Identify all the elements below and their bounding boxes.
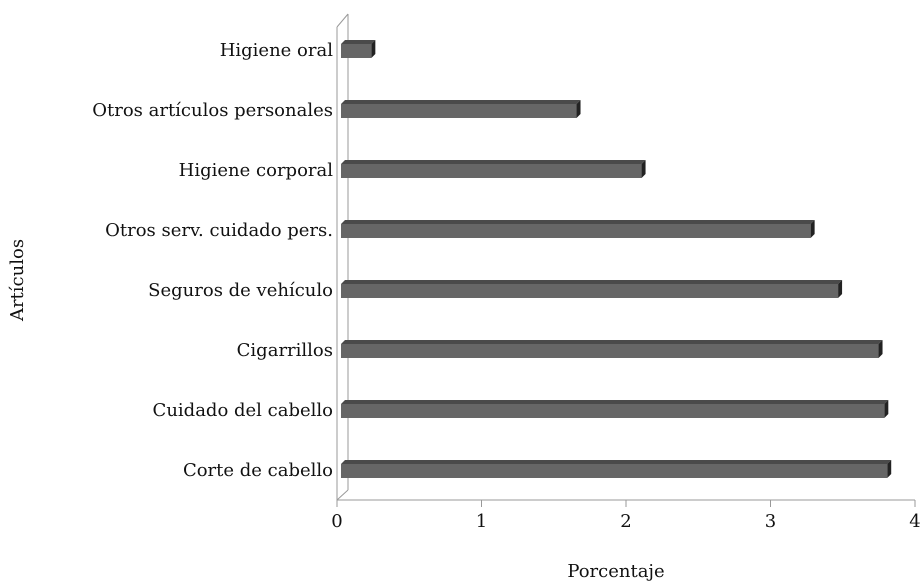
bar [341, 284, 839, 298]
x-tick-label: 0 [331, 511, 342, 532]
bar-side [576, 100, 581, 118]
bar-top [341, 160, 646, 164]
plot-wall [336, 13, 349, 501]
bar-top [341, 100, 581, 104]
bar-top [341, 220, 815, 224]
bar-side [641, 160, 646, 178]
x-tick-label: 4 [909, 511, 920, 532]
bar-top [341, 40, 376, 44]
x-tick-label: 1 [476, 511, 487, 532]
bar [341, 464, 888, 478]
bar [341, 344, 879, 358]
bar-side [887, 460, 892, 478]
y-tick-label: Higiene corporal [179, 160, 334, 181]
bar [341, 104, 577, 118]
y-tick-label: Otros artículos personales [92, 100, 333, 121]
y-tick-label: Cigarrillos [237, 340, 333, 361]
bar-top [341, 400, 889, 404]
x-axis-title: Porcentaje [567, 561, 664, 581]
bar-top [341, 280, 843, 284]
bar [341, 404, 885, 418]
y-tick-label: Higiene oral [220, 40, 334, 61]
bar [341, 44, 372, 58]
y-axis-title: Artículos [7, 239, 28, 322]
y-tick-label: Cuidado del cabello [153, 400, 333, 421]
bar [341, 164, 642, 178]
y-tick-label: Corte de cabello [183, 460, 333, 481]
x-tick-label: 3 [765, 511, 776, 532]
y-tick-label: Otros serv. cuidado pers. [105, 220, 333, 241]
bar-side [838, 280, 843, 298]
bar-side [884, 400, 889, 418]
bar [341, 224, 811, 238]
bar-top [341, 460, 892, 464]
bar-top [341, 340, 883, 344]
bar-side [810, 220, 815, 238]
bar-side [878, 340, 883, 358]
bar-side [371, 40, 376, 58]
y-tick-label: Seguros de vehículo [148, 280, 333, 301]
x-tick-label: 2 [620, 511, 631, 532]
